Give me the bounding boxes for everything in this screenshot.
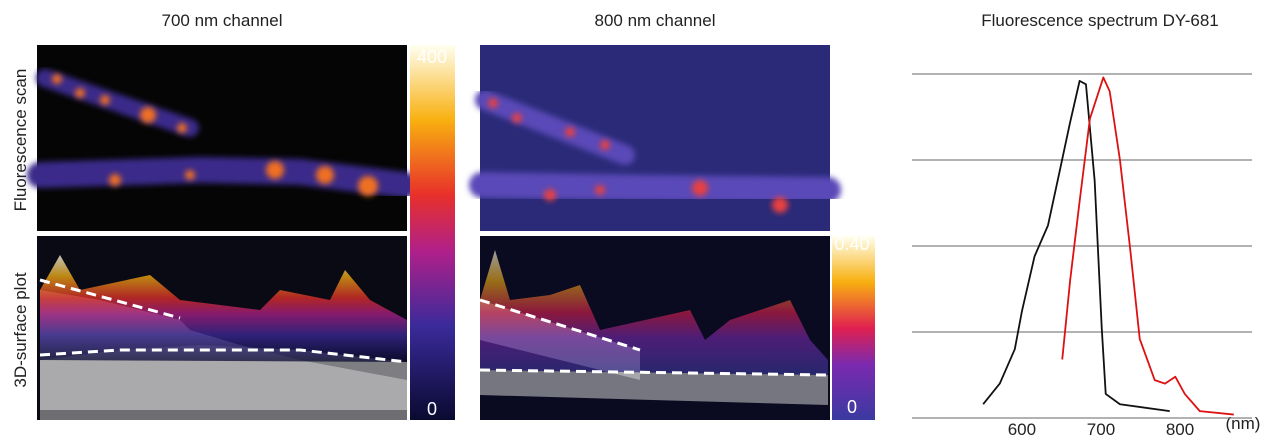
colorbar xyxy=(832,236,875,420)
x-tick-label: 800 xyxy=(1166,420,1194,439)
surface-image xyxy=(480,236,830,420)
surface-image xyxy=(37,236,407,420)
panel-title: 800 nm channel xyxy=(595,11,716,30)
panel-title: 700 nm channel xyxy=(162,11,283,30)
figure: 700 nm channel 800 nm channel Fluorescen… xyxy=(0,0,1277,441)
chart-title: Fluorescence spectrum DY-681 xyxy=(981,11,1219,30)
scan-image xyxy=(480,45,830,231)
x-tick-label: 600 xyxy=(1008,420,1036,439)
colorbar-min: 0 xyxy=(847,397,857,417)
x-tick-label: 700 xyxy=(1087,420,1115,439)
row-label: 3D-surface plot xyxy=(11,272,30,388)
row-label: Fluorescence scan xyxy=(11,69,30,212)
colorbar-max: 400 xyxy=(417,47,447,67)
x-unit: (nm) xyxy=(1226,414,1261,433)
colorbar xyxy=(410,45,455,420)
colorbar-min: 0 xyxy=(427,399,437,419)
scan-image xyxy=(37,45,407,231)
colorbar-max: 0.40 xyxy=(834,234,869,254)
